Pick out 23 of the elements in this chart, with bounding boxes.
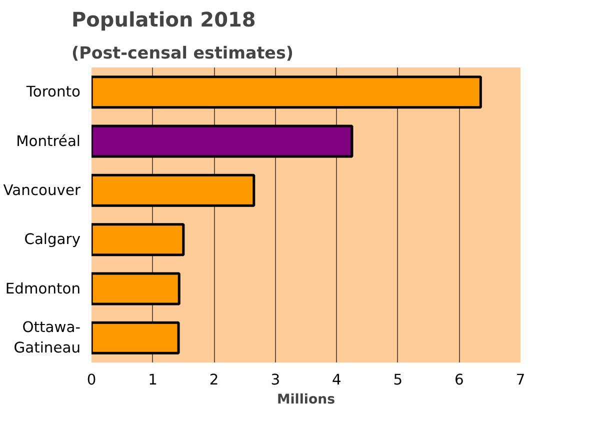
chart-subtitle: (Post-censal estimates) <box>72 44 294 62</box>
bar <box>92 272 180 306</box>
y-tick-label: Montréal <box>16 132 80 150</box>
x-tick-label: 1 <box>148 372 158 388</box>
chart-title: Population 2018 <box>72 8 256 32</box>
bar <box>92 174 256 207</box>
x-tick-label: 4 <box>332 372 342 388</box>
y-tick-label: Ottawa- Gatineau <box>14 319 81 357</box>
y-tick-label: Edmonton <box>5 280 81 298</box>
bar <box>92 223 185 256</box>
bar <box>92 321 180 354</box>
x-tick-label: 6 <box>454 372 464 388</box>
bar <box>92 76 482 109</box>
bar <box>92 124 354 158</box>
x-tick-label: 0 <box>86 372 96 388</box>
x-axis-title: Millions <box>276 392 336 408</box>
y-tick-label: Calgary <box>24 231 81 248</box>
x-tick-label: 2 <box>209 372 219 388</box>
x-tick-label: 5 <box>393 372 403 388</box>
y-tick-label: Vancouver <box>3 182 82 199</box>
x-tick-label: 7 <box>516 372 526 388</box>
y-tick-label: Toronto <box>25 84 81 101</box>
x-tick-label: 3 <box>270 372 280 388</box>
